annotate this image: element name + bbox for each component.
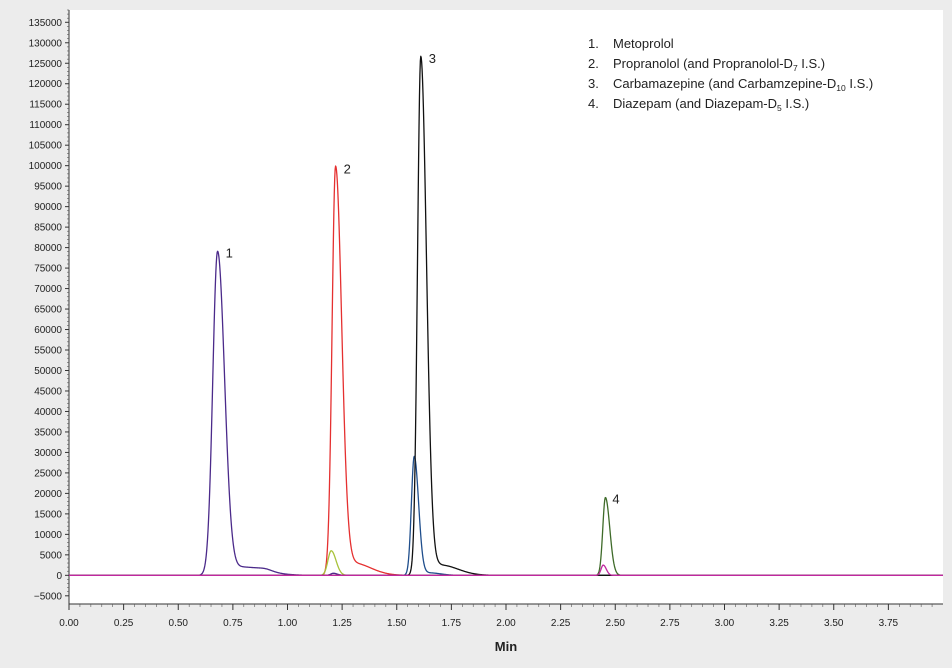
legend-entry-subscript: 7 (793, 63, 798, 73)
series-line-7 (68, 564, 944, 576)
series-group (68, 55, 944, 576)
y-tick-label: 35000 (34, 427, 62, 438)
legend-entry-tail: I.S.) (798, 56, 825, 71)
x-tick-label: 2.25 (551, 618, 571, 629)
x-tick-label: 2.75 (660, 618, 680, 629)
legend-entry-tail: I.S.) (846, 76, 873, 91)
y-tick-label: 20000 (34, 489, 62, 500)
peak-label-2: 2 (344, 162, 351, 177)
legend-entry-text: Carbamazepine (and Carbamzepine-D (613, 76, 836, 91)
y-tick-label: 110000 (29, 120, 62, 131)
y-tick-label: 0 (56, 571, 62, 582)
peak-label-3: 3 (429, 51, 436, 66)
peak-labels: 1 2 3 4 (226, 51, 620, 506)
x-tick-label: 1.50 (387, 618, 407, 629)
x-tick-label: 0.75 (223, 618, 243, 629)
legend-entry: Carbamazepine (and Carbamzepine-D10 I.S.… (613, 76, 873, 93)
y-tick-label: 40000 (34, 407, 62, 418)
y-tick-label: 120000 (29, 79, 63, 90)
y-tick-label: 5000 (40, 550, 63, 561)
legend-entry-subscript: 10 (836, 83, 846, 93)
y-tick-label: 55000 (34, 346, 62, 357)
x-axis: 0.00 0.25 0.50 0.75 1.00 1.25 1.50 1.75 2.00 2.25… (59, 603, 943, 629)
y-tick-label: 80000 (34, 243, 62, 254)
legend-entry-text: Diazepam (and Diazepam-D (613, 96, 777, 111)
y-tick-label: 115000 (29, 100, 62, 111)
legend-entry-subscript: 5 (777, 103, 782, 113)
x-tick-label: 1.75 (442, 618, 462, 629)
plot-area (69, 10, 943, 604)
legend: 1. Metoprolol 2. Propranolol (and Propranol… (588, 36, 873, 113)
x-tick-label: 0.50 (169, 618, 189, 629)
x-tick-label: 1.00 (278, 618, 298, 629)
x-tick-label: 3.00 (715, 618, 735, 629)
peak-label-4: 4 (612, 491, 619, 506)
legend-entry-text: Propranolol (and Propranolol-D (613, 56, 793, 71)
legend-number: 1. (588, 36, 599, 51)
x-axis-label: Min (495, 639, 517, 654)
y-tick-label: 130000 (29, 38, 63, 49)
x-tick-label: 3.25 (769, 618, 789, 629)
x-tick-label: 3.75 (879, 618, 899, 629)
x-tick-label: 2.00 (496, 618, 516, 629)
legend-entry-tail: I.S.) (782, 96, 809, 111)
y-tick-label: 95000 (34, 182, 62, 193)
y-tick-label: 75000 (34, 264, 62, 275)
legend-number: 4. (588, 96, 599, 111)
legend-number: 3. (588, 76, 599, 91)
y-tick-label: 85000 (34, 223, 62, 234)
y-tick-label: 105000 (29, 141, 63, 152)
y-tick-label: 30000 (34, 448, 62, 459)
x-tick-label: 2.50 (606, 618, 626, 629)
legend-entry: Metoprolol (613, 36, 674, 51)
y-tick-label: 60000 (34, 325, 62, 336)
y-tick-label: 25000 (34, 468, 62, 479)
x-tick-label: 0.25 (114, 618, 134, 629)
y-tick-label: 100000 (29, 161, 63, 172)
y-tick-label: 65000 (34, 305, 62, 316)
y-tick-label: −5000 (34, 591, 63, 602)
y-tick-label: 125000 (29, 59, 63, 70)
x-tick-label: 0.00 (59, 618, 79, 629)
y-tick-label: 50000 (34, 366, 62, 377)
legend-entry: Diazepam (and Diazepam-D5 I.S.) (613, 96, 809, 113)
y-tick-label: 70000 (34, 284, 62, 295)
peak-label-1: 1 (226, 246, 233, 261)
y-tick-label: 135000 (29, 18, 63, 29)
y-tick-label: 90000 (34, 202, 62, 213)
legend-entry: Propranolol (and Propranolol-D7 I.S.) (613, 56, 825, 73)
y-tick-label: 10000 (34, 530, 62, 541)
x-tick-label: 1.25 (332, 618, 352, 629)
y-tick-label: 45000 (34, 386, 62, 397)
legend-entry-text: Metoprolol (613, 36, 674, 51)
x-tick-label: 3.50 (824, 618, 844, 629)
y-tick-label: 15000 (34, 509, 62, 520)
y-axis: −5000 0 5000 10000 15000 20000 25000 30000 35000… (29, 9, 70, 604)
legend-number: 2. (588, 56, 599, 71)
